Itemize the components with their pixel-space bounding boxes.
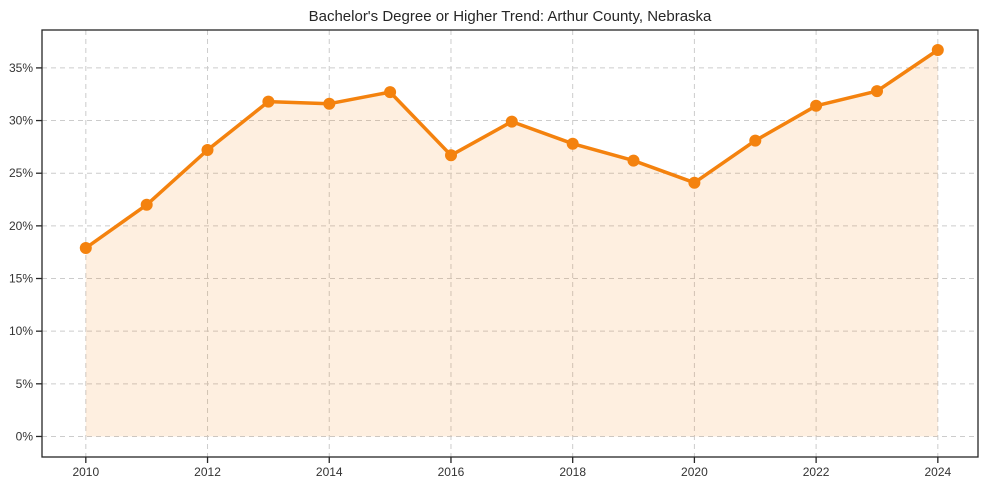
y-tick-label: 5% [16,377,34,391]
tick-marks [36,67,939,463]
data-point [688,176,701,189]
data-point [445,149,457,162]
data-point [140,198,153,211]
data-point [566,137,579,150]
data-point [79,242,92,254]
x-tick-label: 2022 [803,465,830,479]
x-tick-label: 2012 [194,465,221,479]
data-point [810,99,823,112]
tick-labels: 0% 5% 10% 15% 20% 25% 30% 35% 2010 2012 2014 2016 20… [9,61,952,479]
y-tick-label: 25% [9,166,33,180]
axes-box [41,29,979,458]
x-tick-label: 2010 [72,465,99,479]
data-point [323,97,336,110]
area-under-line [85,50,938,437]
data-points [79,44,944,254]
y-tick-label: 0% [16,429,34,443]
x-tick-label: 2014 [316,465,343,479]
data-point [627,154,640,167]
y-tick-label: 20% [9,219,33,233]
data-point [749,134,762,147]
data-point [262,95,275,108]
chart-title: Bachelor's Degree or Higher Trend: Arthu… [309,8,712,25]
data-point [871,85,883,98]
data-point [384,86,397,99]
plot-border [41,29,979,458]
x-tick-label: 2018 [559,465,586,479]
y-tick-label: 30% [9,114,33,128]
y-tick-label: 10% [9,324,33,338]
y-tick-label: 15% [9,272,33,286]
area-fill [85,50,938,437]
x-tick-label: 2024 [924,465,951,479]
x-tick-label: 2020 [681,465,708,479]
data-point [505,115,518,128]
x-tick-label: 2016 [438,465,465,479]
y-tick-label: 35% [9,61,33,75]
data-point [931,44,944,56]
data-point [201,144,214,156]
